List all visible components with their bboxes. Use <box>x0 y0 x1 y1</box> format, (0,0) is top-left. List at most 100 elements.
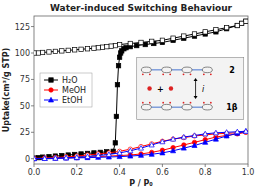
series-line <box>34 131 246 158</box>
inset-molecule <box>147 86 151 90</box>
marker <box>40 50 44 54</box>
x-tick-label: 0.2 <box>70 168 83 177</box>
legend-label: EtOH <box>62 96 83 105</box>
legend-label: H₂O <box>62 76 78 85</box>
marker <box>171 148 176 153</box>
inset-link <box>172 69 182 70</box>
marker <box>64 155 68 159</box>
marker <box>244 19 248 23</box>
marker <box>85 47 89 51</box>
x-tick <box>162 164 163 167</box>
marker <box>149 152 154 157</box>
inset-link <box>192 69 202 70</box>
marker <box>128 41 132 45</box>
axes: 0.00.20.40.60.81.00255075100125 <box>15 16 255 177</box>
marker <box>53 156 57 160</box>
marker <box>171 137 176 142</box>
marker <box>36 155 40 159</box>
marker <box>214 28 218 32</box>
inset-atom <box>149 73 151 75</box>
marker <box>74 155 79 160</box>
marker <box>43 156 47 160</box>
marker <box>192 143 197 148</box>
marker <box>160 139 165 144</box>
marker <box>213 137 218 142</box>
y-tick-label: 125 <box>15 23 30 32</box>
inset-link <box>172 107 182 108</box>
marker <box>124 46 128 50</box>
x-tick <box>34 164 35 167</box>
series <box>34 19 248 160</box>
inset-link <box>151 107 161 108</box>
marker <box>243 129 248 134</box>
marker <box>192 32 196 36</box>
inset-atom <box>210 102 212 104</box>
inset-ring <box>202 67 212 73</box>
x-tick-label: 1.0 <box>242 168 255 177</box>
marker <box>96 153 101 158</box>
marker <box>182 34 186 38</box>
inset-atom <box>169 73 171 75</box>
inset-link <box>192 107 202 108</box>
marker <box>117 55 121 59</box>
y-tick <box>31 79 34 80</box>
marker <box>135 43 139 47</box>
inset-atom <box>190 102 192 104</box>
inset-arrowhead <box>194 78 198 81</box>
marker <box>96 46 100 50</box>
marker <box>114 114 118 118</box>
inset-frame <box>137 57 244 119</box>
marker <box>113 43 117 47</box>
x-tick-label: 0.0 <box>28 168 41 177</box>
legend-frame <box>40 73 92 107</box>
marker <box>64 155 69 160</box>
marker <box>115 83 119 87</box>
inset-atom <box>149 102 151 104</box>
marker <box>192 134 196 138</box>
chart: Water-induced Switching Behaviour0.00.20… <box>0 0 256 189</box>
legend-marker <box>49 88 53 92</box>
marker <box>42 156 47 161</box>
y-tick-label: 50 <box>20 102 30 111</box>
marker <box>224 130 229 135</box>
x-tick <box>205 164 206 167</box>
marker <box>203 30 207 34</box>
marker <box>203 131 208 136</box>
series <box>34 19 248 55</box>
marker <box>117 150 122 155</box>
marker <box>74 155 79 160</box>
marker <box>53 156 58 161</box>
inset-atom <box>142 73 144 75</box>
annotation: 2 <box>229 66 235 75</box>
inset-atom <box>142 102 144 104</box>
x-tick <box>76 164 77 167</box>
inset: 21β+i <box>137 57 244 119</box>
marker <box>113 141 117 145</box>
marker <box>116 63 120 67</box>
marker <box>128 153 132 157</box>
marker <box>79 47 83 51</box>
inset-atom <box>183 102 185 104</box>
marker <box>34 157 36 161</box>
marker <box>150 39 154 43</box>
inset-atom <box>190 73 192 75</box>
inset-link <box>151 69 161 70</box>
legend-marker <box>48 97 53 102</box>
marker <box>34 156 37 161</box>
y-tick-label: 0 <box>25 155 30 164</box>
x-tick <box>119 164 120 167</box>
plot-frame <box>34 16 248 164</box>
inset-atom <box>169 102 171 104</box>
y-tick-label: 75 <box>20 75 30 84</box>
marker <box>128 148 133 153</box>
marker <box>181 146 186 151</box>
marker <box>203 140 208 145</box>
inset-ring <box>141 104 151 110</box>
marker <box>109 44 113 48</box>
marker <box>192 133 197 138</box>
marker <box>53 155 57 159</box>
marker <box>235 23 239 27</box>
series-line <box>34 132 246 158</box>
legend-marker <box>49 78 53 82</box>
series <box>34 130 248 161</box>
